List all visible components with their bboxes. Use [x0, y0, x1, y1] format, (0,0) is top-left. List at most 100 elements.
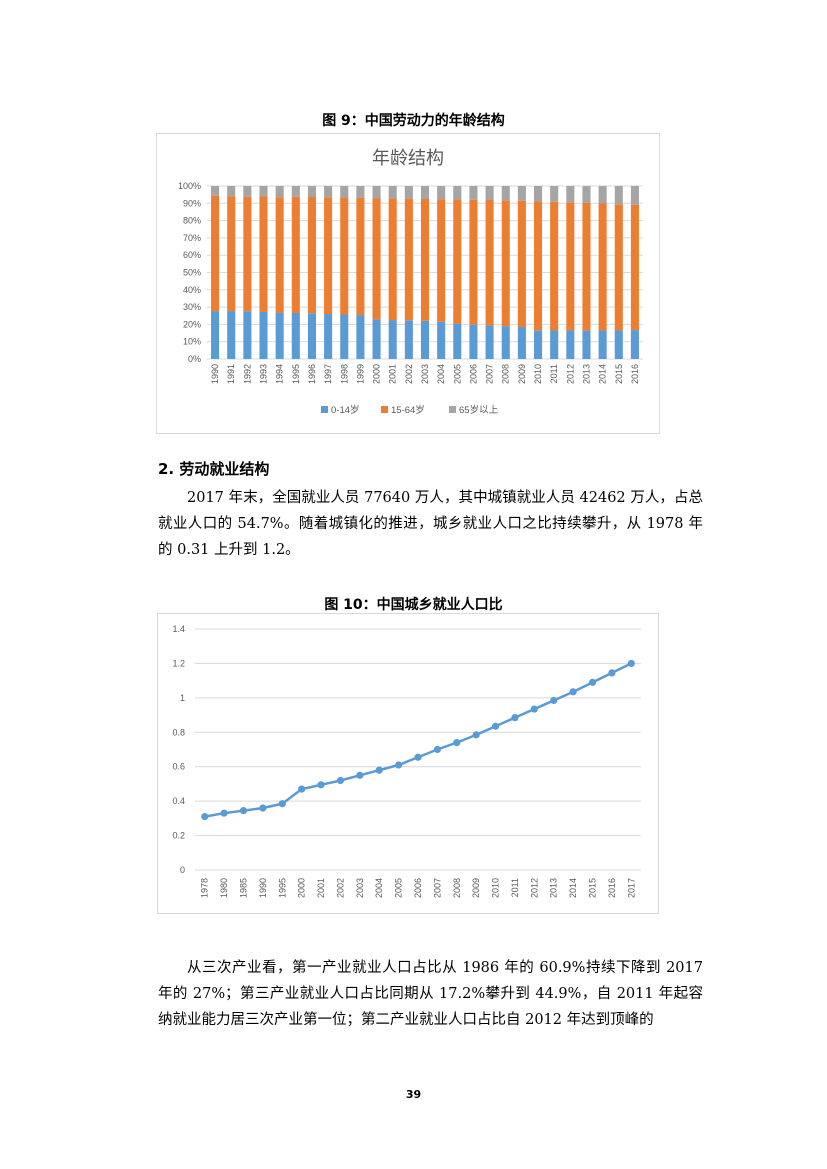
- bar-segment: [453, 199, 462, 324]
- y-tick-label: 80%: [183, 216, 201, 226]
- x-tick-label: 1993: [259, 364, 269, 384]
- bar-segment: [437, 186, 446, 200]
- x-tick-label: 1990: [210, 364, 220, 384]
- data-point: [336, 776, 345, 785]
- bar-segment: [566, 202, 575, 331]
- y-tick-label: 1: [180, 693, 185, 703]
- bar-segment: [388, 320, 397, 359]
- x-tick-label: 2015: [614, 364, 624, 384]
- bar-segment: [388, 186, 397, 199]
- bar-segment: [324, 186, 333, 198]
- bar-segment: [420, 320, 430, 359]
- x-tick-label: 2017: [626, 878, 636, 898]
- bar-segment: [598, 203, 607, 331]
- bar-segment: [582, 186, 591, 203]
- bar-segment: [614, 330, 623, 359]
- x-tick-label: 2004: [436, 364, 446, 384]
- bar-segment: [404, 186, 413, 199]
- bar-segment: [469, 324, 478, 359]
- bar-segment: [211, 195, 220, 312]
- x-tick-label: 2011: [510, 878, 520, 897]
- y-tick-label: 1.2: [172, 658, 185, 668]
- bar-segment: [517, 326, 526, 359]
- bar-segment: [211, 311, 220, 359]
- x-tick-label: 2007: [485, 364, 495, 384]
- data-point: [278, 800, 286, 808]
- bar-segment: [291, 196, 300, 313]
- data-point: [395, 761, 403, 769]
- y-tick-label: 0.2: [172, 831, 185, 841]
- data-point: [608, 669, 616, 677]
- y-tick-label: 60%: [183, 250, 201, 260]
- x-tick-label: 2009: [471, 878, 481, 898]
- bar-segment: [550, 330, 559, 359]
- bar-segment: [291, 186, 300, 197]
- x-tick-label: 1978: [200, 878, 210, 898]
- bar-segment: [356, 197, 365, 316]
- bar-segment: [517, 186, 526, 201]
- y-tick-label: 50%: [183, 268, 201, 278]
- data-point: [375, 766, 383, 774]
- x-tick-label: 1990: [258, 878, 268, 898]
- x-tick-label: 2001: [316, 878, 326, 898]
- y-tick-label: 100%: [178, 181, 201, 191]
- chart-title: 年龄结构: [372, 148, 444, 168]
- bar-segment: [469, 186, 478, 200]
- bar-segment: [227, 196, 236, 312]
- x-tick-label: 1996: [307, 364, 317, 384]
- y-tick-label: 70%: [183, 233, 201, 243]
- x-tick-label: 2004: [374, 878, 384, 898]
- bar-segment: [275, 197, 284, 313]
- x-tick-label: 2002: [335, 878, 345, 898]
- data-point: [627, 659, 635, 668]
- x-tick-label: 2005: [394, 878, 404, 898]
- x-tick-label: 1991: [226, 364, 236, 384]
- x-tick-label: 1980: [219, 878, 229, 898]
- bar-segment: [550, 186, 559, 202]
- series-line: [204, 662, 632, 818]
- bar-segment: [420, 198, 430, 321]
- data-point: [569, 688, 577, 696]
- age-structure-chart-svg: 年龄结构 0% 10% 20% 30% 40% 50% 60% 70% 80% 90% 100% 199…: [178, 148, 643, 416]
- data-point: [588, 678, 597, 686]
- y-tick-label: 0: [180, 865, 185, 875]
- bar-segment: [243, 311, 252, 359]
- bar-segment: [259, 196, 268, 312]
- bar-segment: [630, 204, 639, 331]
- bar-segment: [582, 330, 591, 359]
- legend-label: 65岁以上: [459, 404, 499, 416]
- bar-segment: [485, 186, 494, 201]
- bar-segment: [437, 321, 446, 359]
- bar-segment: [501, 200, 510, 327]
- bar-segment: [340, 197, 349, 315]
- legend-swatch: [381, 406, 388, 413]
- bar-segment: [307, 186, 316, 198]
- bar-segment: [388, 198, 397, 321]
- bar-segment: [356, 315, 365, 359]
- bar-segment: [340, 314, 349, 359]
- bar-segment: [582, 202, 591, 331]
- figure9-title: 图 9：中国劳动力的年龄结构: [322, 113, 505, 129]
- bar-segment: [534, 186, 543, 202]
- x-tick-label: 2010: [533, 364, 543, 384]
- bar-segment: [614, 186, 623, 205]
- section-heading: 2. 劳动就业结构: [158, 460, 270, 478]
- bar-segment: [404, 198, 413, 321]
- x-tick-label: 1985: [238, 878, 248, 898]
- x-tick-label: 2000: [297, 878, 307, 898]
- bar-segment: [630, 330, 639, 359]
- bar-segment: [227, 311, 236, 359]
- bar-segment: [372, 186, 381, 199]
- bar-segment: [501, 186, 510, 201]
- data-point: [356, 771, 364, 779]
- bar-segment: [437, 199, 446, 322]
- bar-segment: [275, 186, 284, 198]
- bar-segment: [501, 326, 510, 359]
- bar-segment: [259, 186, 268, 197]
- y-tick-label: 90%: [183, 198, 201, 208]
- age-structure-chart: 年龄结构 0% 10% 20% 30% 40% 50% 60% 70% 80% 90% 100% 199…: [156, 133, 660, 434]
- data-point: [491, 722, 500, 730]
- legend-label: 0-14岁: [331, 404, 360, 416]
- urban-rural-ratio-chart: 0 0.2 0.4 0.6 0.8 1 1.2 1.4 1978 1980 1985 1990 1995…: [157, 613, 659, 914]
- data-point: [414, 753, 422, 761]
